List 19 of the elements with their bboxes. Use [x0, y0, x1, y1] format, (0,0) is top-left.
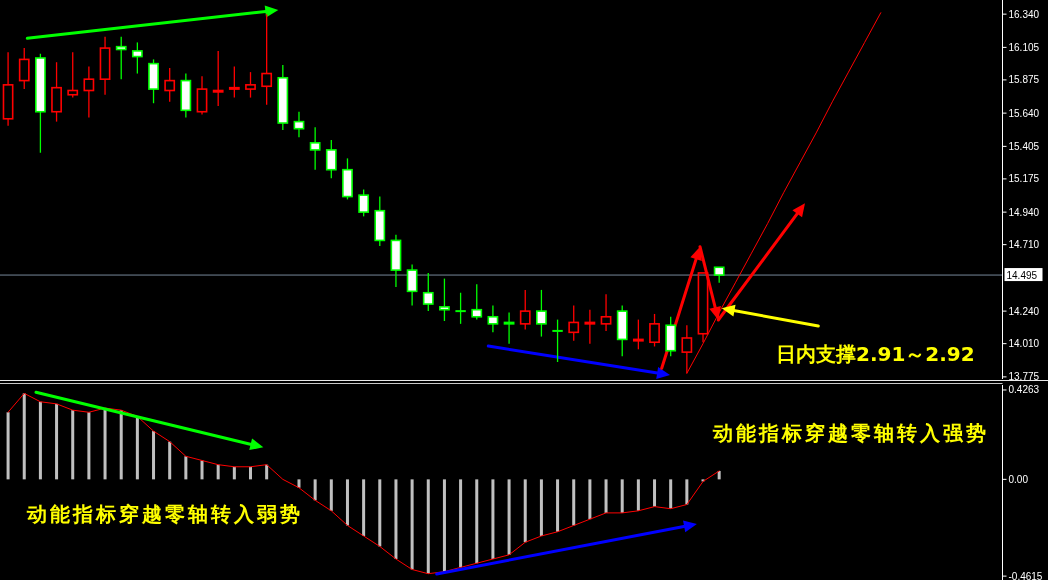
tick-label: 0.00	[1008, 473, 1028, 485]
tick-label: 16.340	[1008, 8, 1040, 20]
tick-label: 13.775	[1008, 371, 1040, 383]
tick-label: 14.940	[1008, 206, 1040, 218]
ref-label: 14.495	[1004, 268, 1043, 282]
tick-label: 15.175	[1008, 173, 1040, 185]
tick-label: 15.875	[1008, 74, 1040, 86]
tick-label: 14.710	[1008, 239, 1040, 251]
tick-label: 15.640	[1008, 107, 1040, 119]
tick-label: 0.4263	[1008, 384, 1040, 396]
ref-line-label: 14.495	[1006, 269, 1038, 281]
annotation: 动能指标穿越零轴转入强势	[713, 421, 989, 445]
tick-label: 16.105	[1008, 41, 1040, 53]
tick-label: 15.405	[1008, 140, 1040, 152]
annotation: 动能指标穿越零轴转入弱势	[27, 502, 303, 526]
tick-label: -0.4615	[1008, 570, 1043, 580]
tick-label: 14.010	[1008, 338, 1040, 350]
annotation: 日内支撑2.91～2.92	[776, 342, 975, 366]
tick-label: 14.240	[1008, 305, 1040, 317]
